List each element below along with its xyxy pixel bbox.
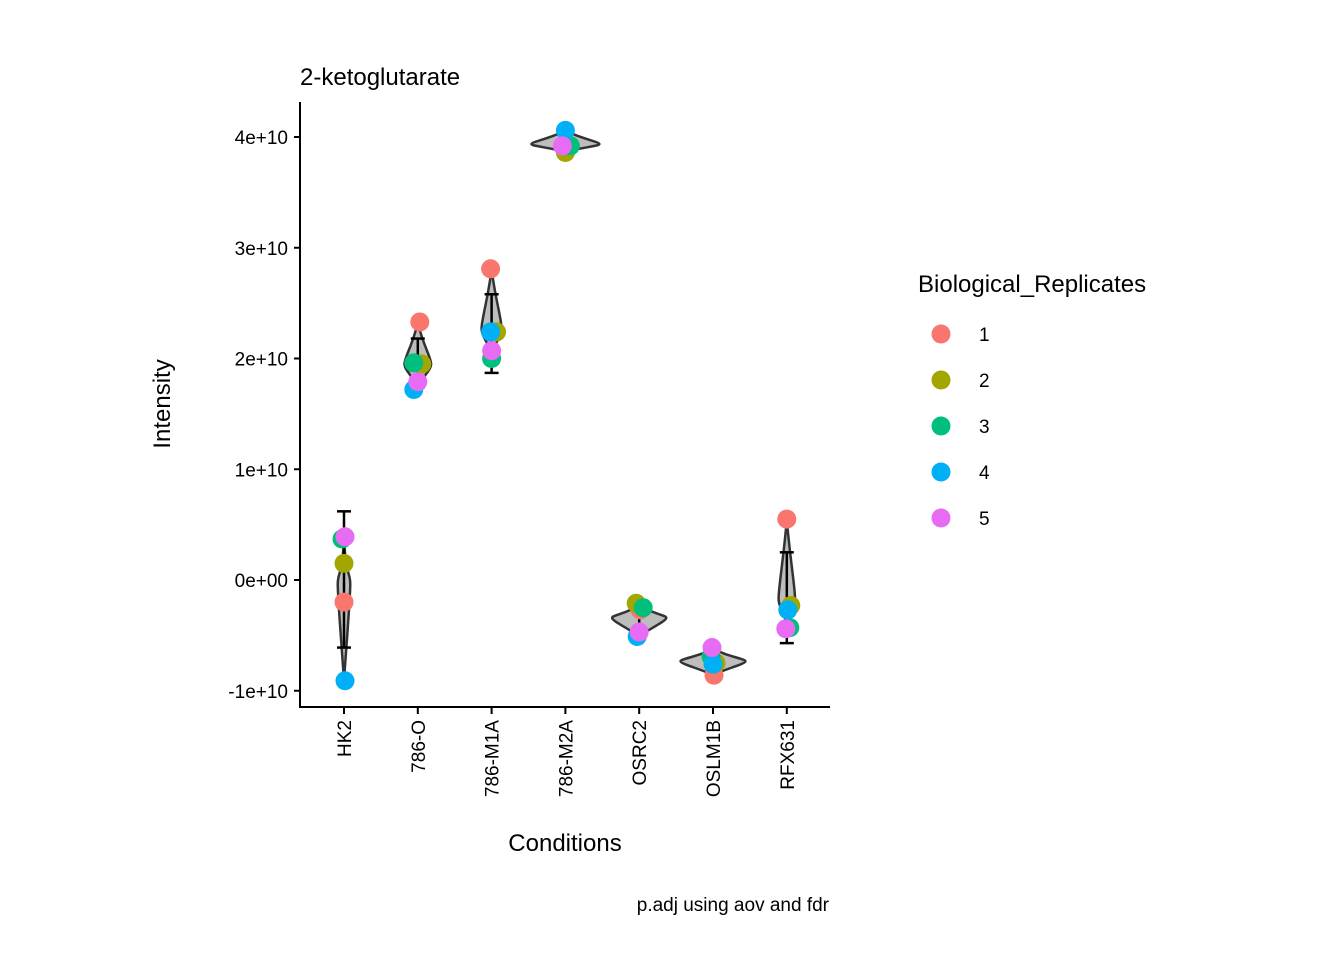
legend: Biological_Replicates 1 2 3 4 5 <box>918 271 1146 530</box>
legend-label: 3 <box>979 417 990 438</box>
caption: p.adj using aov and fdr <box>637 895 830 916</box>
data-point <box>334 553 354 573</box>
legend-key <box>931 324 951 344</box>
y-axis-label: Intensity <box>149 359 176 448</box>
legend-label: 2 <box>979 371 990 392</box>
data-point <box>482 341 502 361</box>
points-layer <box>332 120 801 691</box>
data-point <box>552 136 572 156</box>
legend-key <box>931 508 951 528</box>
legend-title: Biological_Replicates <box>918 271 1146 298</box>
legend-key <box>931 462 951 482</box>
x-tick-label: RFX631 <box>778 720 799 790</box>
data-point <box>335 671 355 691</box>
chart-title: 2-ketoglutarate <box>300 64 460 91</box>
legend-key <box>931 416 951 436</box>
error-bars-layer <box>337 130 794 670</box>
violins-layer <box>336 128 797 681</box>
x-tick-label: 786-O <box>409 720 430 773</box>
data-point <box>335 527 355 547</box>
y-tick-label: 3e+10 <box>235 239 288 260</box>
x-tick-label: OSRC2 <box>630 720 651 785</box>
y-tick-label: 1e+10 <box>235 460 288 481</box>
data-point <box>777 509 797 529</box>
data-point <box>410 312 430 332</box>
data-point <box>555 120 575 140</box>
data-point <box>629 622 649 642</box>
data-point <box>334 592 354 612</box>
y-tick-label: -1e+10 <box>228 682 288 703</box>
x-ticks: HK2 786-O 786-M1A 786-M2A OSRC2 OSLM1B RFX631 <box>335 707 799 797</box>
data-point <box>702 638 722 658</box>
x-tick-label: 786-M2A <box>556 720 577 797</box>
x-tick-label: OSLM1B <box>704 720 725 797</box>
legend-label: 1 <box>979 325 990 346</box>
data-point <box>633 598 653 618</box>
legend-key <box>931 370 951 390</box>
data-point <box>778 600 798 620</box>
y-tick-label: 4e+10 <box>235 128 288 149</box>
x-axis-label: Conditions <box>508 830 621 857</box>
data-point <box>481 322 501 342</box>
x-tick-label: 786-M1A <box>483 720 504 797</box>
data-point <box>776 619 796 639</box>
y-ticks: -1e+10 0e+00 1e+10 2e+10 3e+10 4e+10 <box>228 128 300 703</box>
data-point <box>703 654 723 674</box>
data-point <box>408 372 428 392</box>
legend-label: 4 <box>979 463 990 484</box>
y-tick-label: 0e+00 <box>235 571 288 592</box>
data-point <box>404 353 424 373</box>
legend-label: 5 <box>979 509 990 530</box>
x-tick-label: HK2 <box>335 720 356 757</box>
y-tick-label: 2e+10 <box>235 350 288 371</box>
data-point <box>481 259 501 279</box>
